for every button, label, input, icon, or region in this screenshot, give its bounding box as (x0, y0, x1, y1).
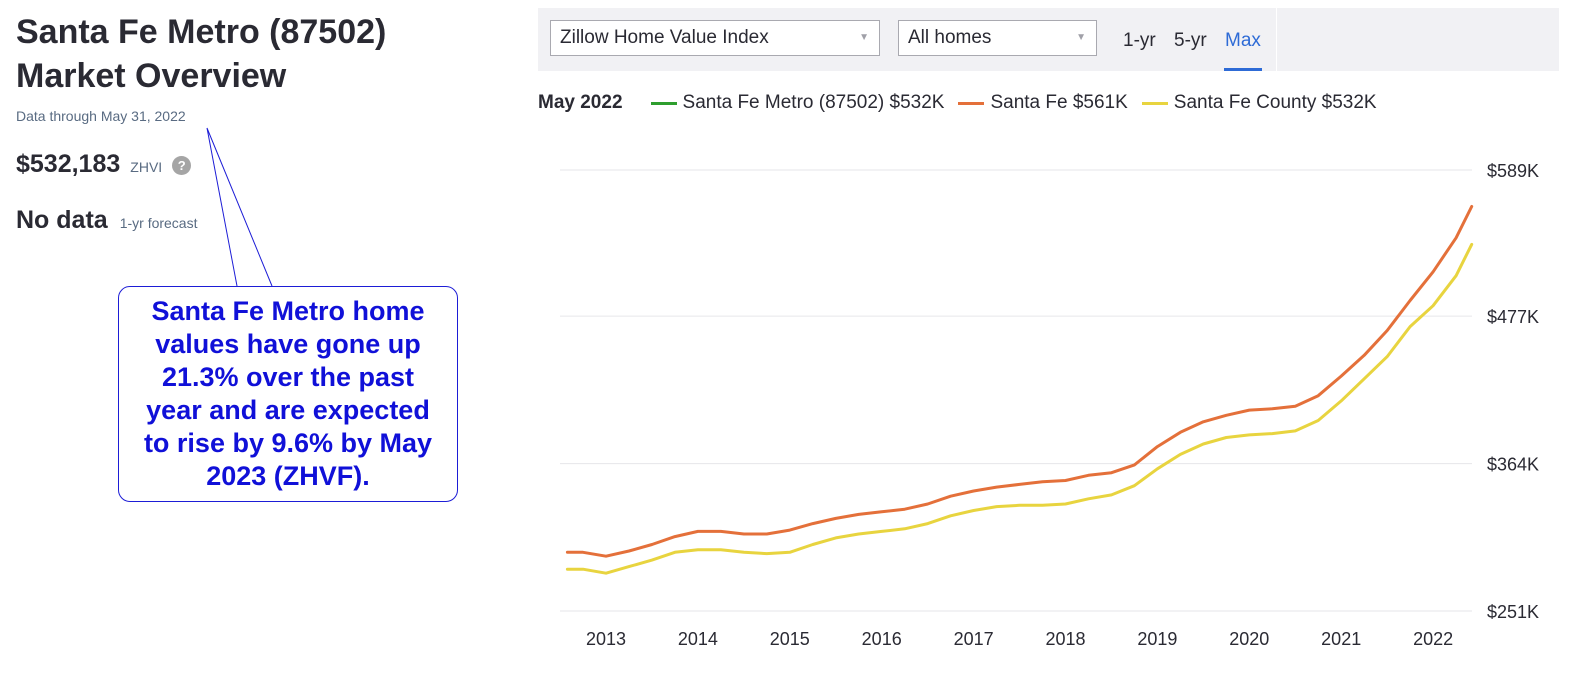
help-icon[interactable]: ? (172, 156, 192, 175)
metric-select-value: Zillow Home Value Index (560, 27, 769, 48)
title-line-2: Market Overview (16, 57, 287, 95)
tab-5-yr[interactable]: 5-yr (1174, 30, 1207, 51)
callout-pointer (206, 127, 273, 287)
x-tick-label: 2020 (1229, 629, 1269, 649)
home-type-select-value: All homes (908, 27, 992, 48)
x-tick-label: 2015 (770, 629, 810, 649)
y-tick-label: $589K (1487, 161, 1539, 181)
forecast-value: No data (16, 206, 108, 234)
legend-swatch (650, 101, 677, 105)
legend-label: Santa Fe $561K (990, 92, 1128, 113)
title-line-1: Santa Fe Metro (87502) (16, 13, 387, 51)
y-tick-label: $477K (1487, 307, 1539, 327)
series-line-santa-fe-county[interactable] (565, 242, 1474, 575)
y-tick-label: $364K (1487, 455, 1539, 475)
legend-item-santa-fe[interactable]: Santa Fe $561K (958, 92, 1128, 114)
tab-max[interactable]: Max (1225, 30, 1261, 51)
chart-toolbar: Zillow Home Value Index ▼ All homes ▼ 1-… (538, 8, 1559, 71)
forecast-summary: No data 1-yr forecast (16, 206, 198, 235)
legend-date: May 2022 (538, 92, 623, 113)
page-title: Santa Fe Metro (87502) Market Overview (16, 10, 386, 98)
legend-swatch (1141, 101, 1168, 105)
zhvi-value: $532,183 (16, 150, 121, 178)
x-tick-label: 2013 (586, 629, 626, 649)
x-tick-label: 2014 (678, 629, 718, 649)
callout-line: 21.3% over the past (161, 362, 415, 392)
x-tick-label: 2021 (1321, 629, 1361, 649)
legend-swatch (958, 101, 985, 105)
zhvi-label: ZHVI (130, 159, 163, 175)
chevron-down-icon: ▼ (859, 32, 869, 43)
legend-label: Santa Fe County $532K (1173, 92, 1377, 113)
callout-line: 2023 (ZHVF). (206, 461, 370, 491)
x-tick-label: 2019 (1137, 629, 1177, 649)
callout-line: values have gone up (155, 329, 421, 359)
forecast-label: 1-yr forecast (119, 215, 198, 231)
x-tick-label: 2018 (1045, 629, 1085, 649)
x-tick-label: 2022 (1413, 629, 1453, 649)
metric-select[interactable]: Zillow Home Value Index ▼ (550, 20, 880, 56)
callout-line: year and are expected (146, 395, 430, 425)
x-tick-label: 2016 (862, 629, 902, 649)
callout-line: Santa Fe Metro home (151, 296, 425, 326)
y-tick-label: $251K (1487, 602, 1539, 622)
tab-1-yr[interactable]: 1-yr (1123, 30, 1156, 51)
legend-item-county[interactable]: Santa Fe County $532K (1141, 92, 1377, 114)
callout-pointer-line (206, 127, 273, 287)
x-tick-label: 2017 (954, 629, 994, 649)
chevron-down-icon: ▼ (1076, 32, 1086, 43)
legend-label: Santa Fe Metro (87502) $532K (682, 92, 945, 113)
range-tabs-area (1276, 8, 1559, 71)
chart-legend: May 2022 Santa Fe Metro (87502) $532K Sa… (538, 92, 1391, 114)
active-tab-indicator (1224, 68, 1262, 71)
callout-line: to rise by 9.6% by May (143, 428, 433, 458)
callout-annotation: Santa Fe Metro home values have gone up … (118, 286, 458, 502)
legend-item-metro[interactable]: Santa Fe Metro (87502) $532K (650, 92, 945, 114)
data-through-date: Data through May 31, 2022 (16, 108, 186, 124)
series-line-santa-fe[interactable] (565, 205, 1474, 558)
home-type-select[interactable]: All homes ▼ (898, 20, 1097, 56)
zhvi-summary: $532,183 ZHVI ? (16, 150, 192, 179)
